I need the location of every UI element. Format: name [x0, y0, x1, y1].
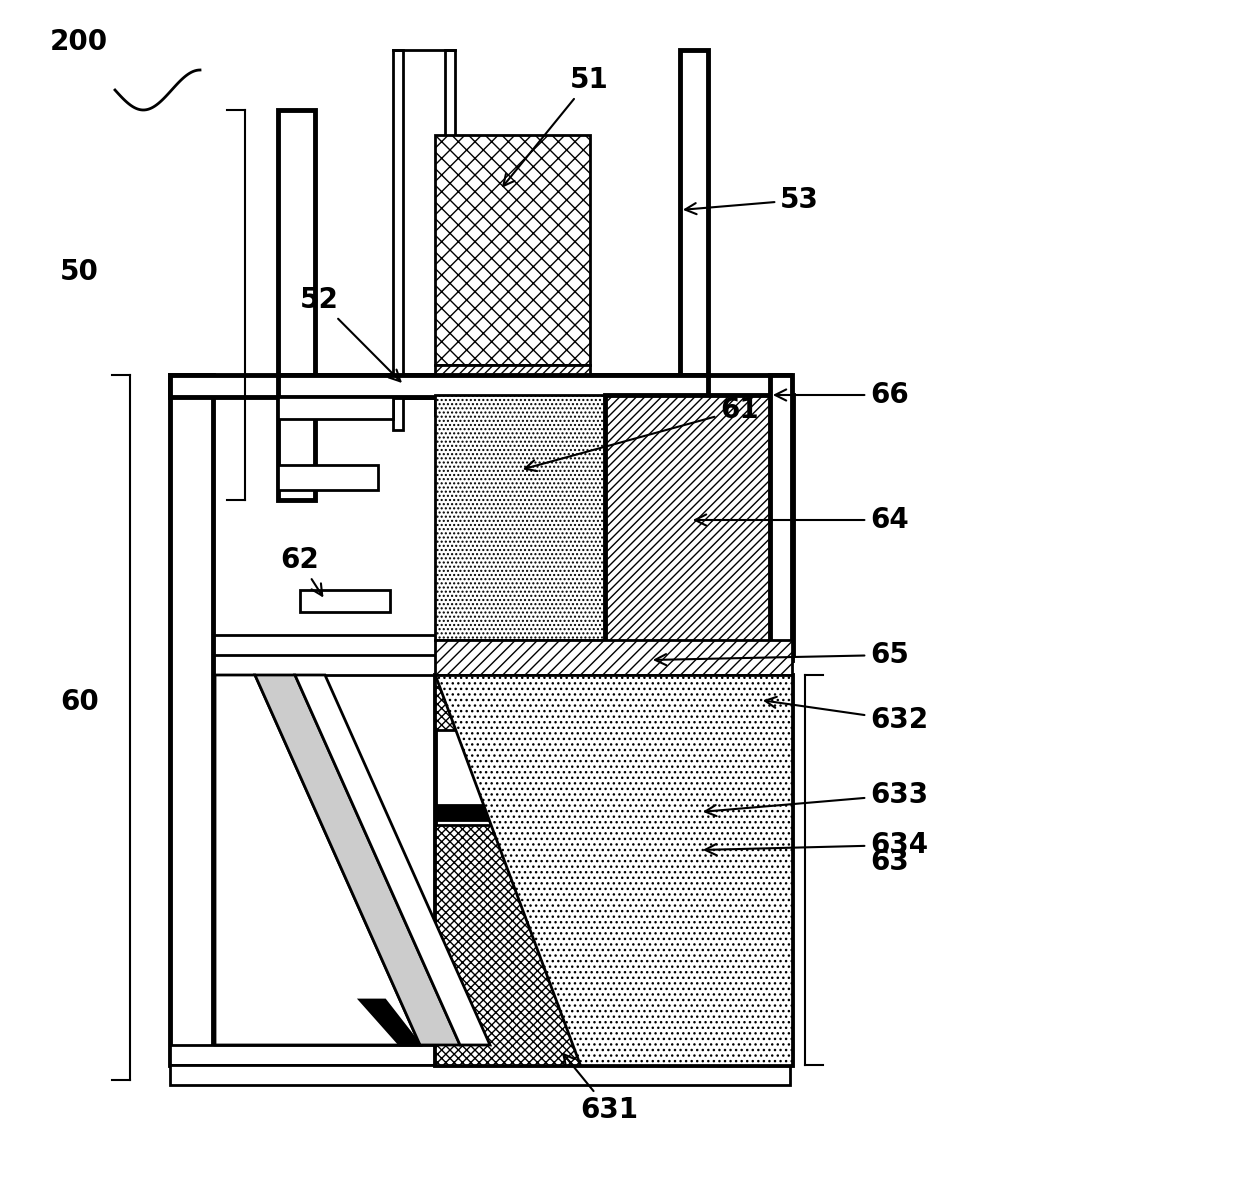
Text: 62: 62	[280, 546, 322, 596]
Bar	[278, 465, 378, 490]
Bar	[605, 395, 794, 655]
Bar	[278, 397, 393, 419]
Text: 200: 200	[50, 28, 108, 56]
Bar	[170, 375, 213, 1064]
Polygon shape	[255, 675, 460, 1045]
Text: 64: 64	[696, 506, 909, 534]
Text: 63: 63	[870, 848, 909, 876]
Bar	[300, 590, 391, 612]
Text: 60: 60	[60, 688, 99, 716]
Text: 632: 632	[765, 697, 928, 734]
Text: 634: 634	[706, 831, 928, 860]
Text: 52: 52	[300, 287, 401, 381]
Polygon shape	[295, 675, 490, 1045]
Bar	[435, 641, 792, 678]
Bar	[435, 675, 792, 1064]
Bar	[435, 825, 792, 1064]
Text: 51: 51	[503, 66, 609, 186]
Text: 65: 65	[655, 641, 909, 669]
Text: 633: 633	[706, 781, 928, 816]
Bar	[435, 135, 590, 365]
Text: 53: 53	[684, 186, 818, 214]
Bar	[170, 1064, 790, 1085]
Bar	[278, 375, 708, 397]
Bar	[435, 805, 792, 821]
Bar	[435, 395, 605, 641]
Bar	[393, 50, 403, 430]
Bar	[435, 365, 590, 416]
Text: 631: 631	[563, 1054, 639, 1124]
Bar	[278, 110, 315, 500]
Bar	[445, 50, 455, 430]
Text: 66: 66	[775, 381, 909, 408]
Polygon shape	[215, 675, 420, 1045]
Text: 50: 50	[60, 258, 99, 287]
Bar	[435, 675, 792, 731]
Text: 61: 61	[525, 395, 759, 471]
Bar	[170, 1045, 790, 1064]
Polygon shape	[360, 1000, 420, 1045]
Polygon shape	[435, 675, 792, 1064]
Bar	[170, 375, 790, 397]
Bar	[770, 375, 792, 659]
Bar	[680, 50, 708, 425]
